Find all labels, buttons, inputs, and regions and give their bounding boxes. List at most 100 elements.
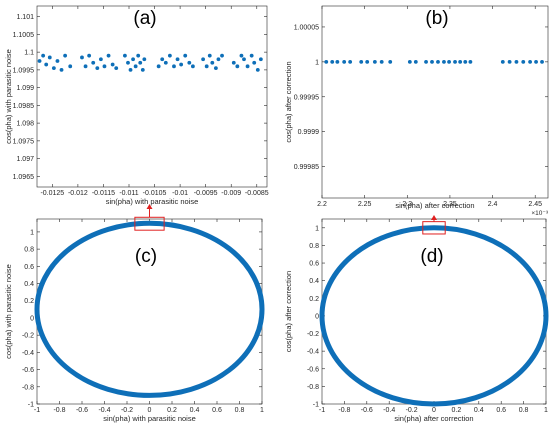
y-tick-label: -0.2 xyxy=(307,331,319,338)
x-tick-label: 2.4 xyxy=(488,201,498,208)
y-tick-label: -0.4 xyxy=(22,350,34,357)
callout-arrow-head xyxy=(431,215,437,220)
x-tick-label: -0.011 xyxy=(119,190,138,197)
data-point xyxy=(424,59,428,64)
y-tick-label: 0.8 xyxy=(24,247,34,254)
y-tick-label: 1.00005 xyxy=(294,24,319,31)
chart-panel-d: -1 -0.8 -0.6 -0.4 -0.2 0 0.2 0.4 0.6 0.8 1 -1 -0.8 -0… xyxy=(284,218,549,423)
y-tick-label: -0.2 xyxy=(22,333,34,340)
y-tick-label: 1.0965 xyxy=(13,174,35,181)
y-tick-label: 1.0985 xyxy=(13,103,35,110)
y-tick-label: 0.2 xyxy=(24,298,34,305)
x-tick-label: 2.45 xyxy=(528,201,542,208)
x-axis-label: sin(pha) after correction xyxy=(394,414,473,423)
y-tick-label: 0.8 xyxy=(309,243,319,250)
x-tick-label: 2.2 xyxy=(317,201,327,208)
data-point xyxy=(365,59,370,64)
chart-panel-a: -0.0125 -0.012 -0.0115 -0.011 -0.0105 -0.01 -0… xyxy=(4,5,269,206)
x-tick-label: 0.4 xyxy=(474,407,484,414)
data-point xyxy=(216,57,221,62)
data-point xyxy=(335,59,340,64)
data-point xyxy=(37,59,42,63)
x-tick-label: 2.3 xyxy=(402,201,412,208)
y-tick-label: 1 xyxy=(315,59,319,66)
data-point xyxy=(175,57,180,62)
data-point xyxy=(388,59,393,64)
x-tick-label: -0.8 xyxy=(338,407,350,414)
y-tick-label: 0.9999 xyxy=(298,129,320,136)
data-point xyxy=(41,53,46,58)
data-point xyxy=(252,60,257,65)
x-axis-label: sin(pha) with parasitic noise xyxy=(103,414,196,423)
x-tick-label: 0 xyxy=(148,407,152,414)
y-axis-label: cos(pha) with parasitic noise xyxy=(4,264,13,359)
y-tick-label: 0 xyxy=(315,313,319,320)
data-point xyxy=(47,55,52,60)
y-axis-label: cos(pha) after correction xyxy=(284,271,293,352)
data-point xyxy=(87,53,92,58)
y-tick-label: 1 xyxy=(30,229,34,236)
data-point xyxy=(324,59,329,64)
y-tick-label: 1.101 xyxy=(16,14,34,21)
data-point xyxy=(430,59,434,64)
data-point xyxy=(348,59,353,64)
chart-panel-c: -1 -0.8 -0.6 -0.4 -0.2 0 0.2 0.4 0.6 0.8 1 -1 -0.8 -0… xyxy=(4,216,265,423)
data-point xyxy=(110,62,115,67)
y-tick-label: -1 xyxy=(28,402,34,409)
callout-arrows xyxy=(146,204,437,222)
y-tick-label: 1.0995 xyxy=(13,67,35,74)
data-point xyxy=(136,53,141,58)
data-point xyxy=(183,53,188,58)
x-tick-label: 2.35 xyxy=(443,201,457,208)
y-tick-label: 1 xyxy=(315,225,319,232)
data-point xyxy=(458,59,463,64)
y-tick-label: 0.6 xyxy=(24,264,34,271)
callout-arrow-head xyxy=(146,204,153,209)
data-point xyxy=(51,66,56,71)
y-tick-label: 0.2 xyxy=(309,296,319,303)
data-point xyxy=(160,57,165,62)
x-tick-label: 0.4 xyxy=(190,407,200,414)
x-tick-label: 0 xyxy=(432,407,436,414)
x-axis-label: sin(pha) with parasitic noise xyxy=(106,197,199,206)
data-point xyxy=(500,59,505,64)
data-point xyxy=(463,59,468,64)
y-tick-label: 0.99985 xyxy=(294,164,319,171)
unit-circle-trace xyxy=(319,225,549,407)
panel-label: (d) xyxy=(420,246,443,267)
y-tick-label: 1.1 xyxy=(24,50,34,57)
data-point xyxy=(131,57,135,62)
x-tick-label: 0.2 xyxy=(167,407,177,414)
data-point xyxy=(342,59,347,64)
plot-area-frame xyxy=(321,5,549,199)
data-point xyxy=(123,53,127,58)
data-point xyxy=(204,64,209,69)
y-tick-label: 1.0975 xyxy=(13,138,35,145)
x-tick-label: 2.25 xyxy=(358,201,372,208)
data-point xyxy=(231,60,236,65)
data-point xyxy=(172,64,176,69)
x-tick-label: -0.009 xyxy=(221,190,241,197)
data-point xyxy=(59,67,64,72)
y-tick-label: 1.098 xyxy=(16,121,34,128)
x-tick-label: -0.4 xyxy=(383,407,395,414)
data-point xyxy=(83,64,88,69)
data-point xyxy=(534,59,538,64)
y-tick-label: -0.8 xyxy=(22,384,34,391)
data-point xyxy=(80,55,84,60)
x-tick-label: -0.012 xyxy=(68,190,88,197)
chart-panel-b: 2.2 2.25 2.3 2.35 2.4 2.45 0.99985 0.9999 0.9999… xyxy=(284,5,549,217)
x-tick-label: -0.6 xyxy=(76,407,88,414)
data-point xyxy=(142,57,147,62)
x-tick-label: 0.8 xyxy=(235,407,245,414)
x-tick-label: 0.2 xyxy=(452,407,462,414)
data-point xyxy=(528,59,532,64)
panel-label: (a) xyxy=(133,8,156,29)
x-axis-multiplier: ×10⁻³ xyxy=(531,210,548,217)
x-tick-label: 1 xyxy=(544,407,548,414)
data-point xyxy=(91,60,96,65)
x-tick-label: -0.0105 xyxy=(143,190,167,197)
data-point xyxy=(514,59,519,64)
data-point xyxy=(102,64,107,69)
